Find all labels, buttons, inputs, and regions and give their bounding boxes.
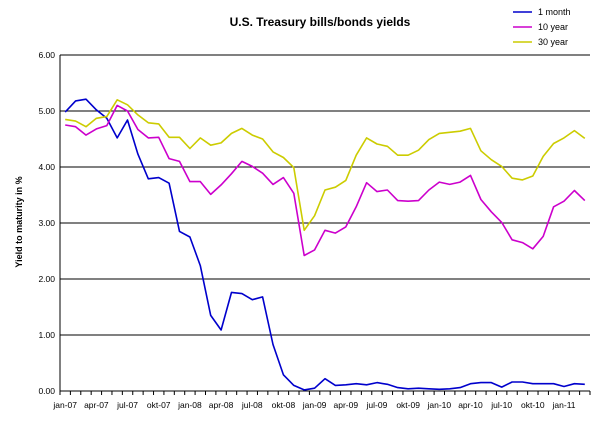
x-tick-label: jul-07 [116,400,138,410]
x-tick-label: okt-07 [147,400,171,410]
y-tick-label: 4.00 [38,162,55,172]
x-tick-label: jan-07 [52,400,77,410]
x-tick-label: apr-08 [209,400,234,410]
legend-label: 10 year [538,22,568,32]
y-tick-label: 1.00 [38,330,55,340]
x-tick-label: jul-09 [366,400,388,410]
x-tick-label: jan-10 [426,400,451,410]
series-lines [64,98,586,391]
legend-label: 30 year [538,37,568,47]
x-tick-label: okt-08 [272,400,296,410]
y-tick-labels: 0.00 1.00 2.00 3.00 4.00 5.00 6.00 [38,50,55,396]
series-line-1 [64,98,585,391]
y-tick-label: 5.00 [38,106,55,116]
y-tick-label: 6.00 [38,50,55,60]
x-tick-label: apr-09 [333,400,358,410]
x-tick-label: apr-10 [458,400,483,410]
x-tick-labels: jan-07 apr-07 jul-07 okt-07 jan-08 apr-08 jul-… [52,400,575,410]
y-tick-label: 3.00 [38,218,55,228]
axes [59,55,591,395]
x-tick-label: apr-07 [84,400,109,410]
x-tick-label: jul-08 [241,400,263,410]
series-line-2 [65,104,586,257]
x-tick-label: jan-08 [177,400,202,410]
y-tick-label: 0.00 [38,386,55,396]
y-tick-label: 2.00 [38,274,55,284]
x-tick-label: jul-10 [490,400,512,410]
y-axis-title-group: Yield to maturity in % [14,176,24,267]
x-tick-label: okt-09 [396,400,420,410]
grid-lines [60,54,590,336]
x-tick-label: jan-11 [552,400,576,410]
legend: 1 month 10 year 30 year [513,7,571,47]
chart-title: U.S. Treasury bills/bonds yields [230,15,411,29]
series-line-3 [65,99,586,232]
x-tick-label: okt-10 [521,400,545,410]
y-axis-title: Yield to maturity in % [14,176,24,267]
legend-label: 1 month [538,7,571,17]
x-tick-label: jan-09 [302,400,327,410]
